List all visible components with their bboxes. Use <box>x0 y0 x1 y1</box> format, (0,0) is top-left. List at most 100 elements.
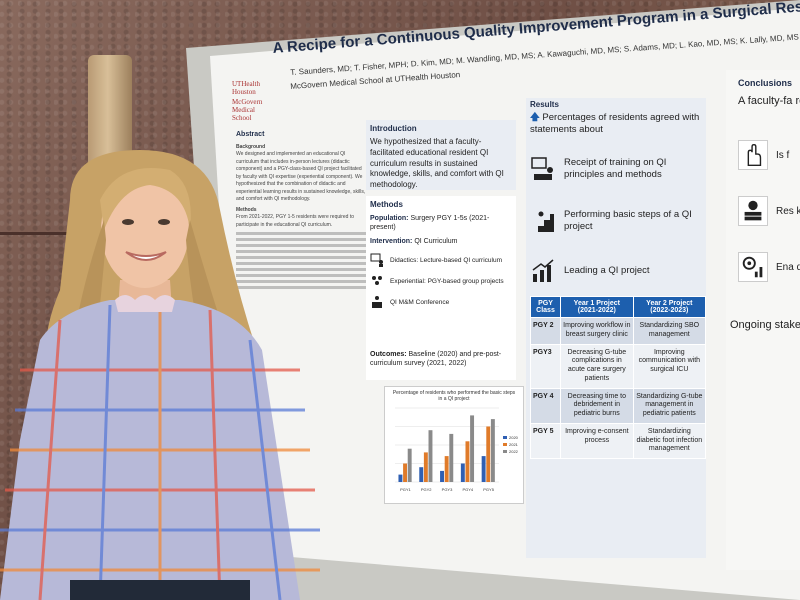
table-cell: Improving e-consent process <box>560 422 634 460</box>
text-line <box>236 262 368 265</box>
plaid-pattern <box>0 304 320 600</box>
chart-title: Percentage of residents who performed th… <box>392 390 516 402</box>
abstract-subheading: Background <box>236 143 266 150</box>
text-line <box>236 274 368 277</box>
x-tick-label: PGY3 <box>442 487 453 492</box>
legend-label: 2020 <box>509 435 519 440</box>
conclusion-item: Res kno <box>738 196 800 226</box>
text-line <box>236 268 368 271</box>
conference-icon <box>372 296 382 309</box>
population-value: Surgery PGY 1-5s (2021-present) <box>370 215 490 232</box>
table-cell: Standardizing G-tube management in pedia… <box>632 387 707 424</box>
methods-section: Methods Population: Surgery PGY 1-5s (20… <box>366 196 516 380</box>
eye <box>122 219 134 225</box>
bar <box>428 430 433 482</box>
pants <box>70 580 250 600</box>
table-row: PGY 2 Improving workflow in breast surge… <box>530 317 707 345</box>
legend-label: 2022 <box>509 449 519 454</box>
intervention-row: Intervention: QI Curriculum <box>370 237 512 246</box>
bar <box>440 470 444 482</box>
bar <box>398 474 403 482</box>
legend-label: 2021 <box>509 442 519 447</box>
abstract-column: Abstract Background We designed and impl… <box>236 130 368 470</box>
text-line <box>236 256 368 259</box>
table-cell: Improving workflow in breast surgery cli… <box>560 317 634 345</box>
conclusions-heading: Conclusions <box>738 78 793 88</box>
outcomes-row: Outcomes: Baseline (2020) and pre-post-c… <box>366 346 516 372</box>
stairs-icon <box>532 211 554 232</box>
abstract-heading: Abstract <box>236 131 265 138</box>
results-item: Receipt of training on QI principles and… <box>530 156 706 182</box>
abstract-text: From 2021-2022, PGY 1-5 residents were r… <box>236 214 355 228</box>
results-item: Leading a QI project <box>530 258 706 284</box>
logo-line: McGovern <box>232 98 263 107</box>
bar <box>423 452 428 482</box>
table-cell: PGY 5 <box>530 422 561 460</box>
text-line <box>236 244 368 247</box>
bar <box>470 415 475 482</box>
legend-swatch <box>503 436 507 439</box>
methods-item-label: QI M&M Conference <box>390 298 450 306</box>
lecture-icon <box>370 253 383 268</box>
methods-item: Experiential: PGY-based group projects <box>370 274 512 288</box>
table-cell: PGY 2 <box>530 317 561 345</box>
table-row: PGY 4 Decreasing time to debridement in … <box>530 387 707 424</box>
text-line <box>236 280 368 283</box>
results-item-label: Leading a QI project <box>564 265 650 277</box>
results-item-label: Receipt of training on QI principles and… <box>564 157 667 180</box>
text-line <box>236 232 368 235</box>
population-row: Population: Surgery PGY 1-5s (2021-prese… <box>370 214 512 232</box>
legend-swatch <box>503 450 507 453</box>
table-header: Year 2 Project (2022-2023) <box>632 296 707 318</box>
bar <box>465 441 470 482</box>
uthealth-logo: UTHealth Houston McGovern Medical School <box>232 80 274 122</box>
conclusion-item-label: Ena des <box>776 261 800 273</box>
bar <box>449 433 454 482</box>
up-arrow-icon: 🡅 <box>530 112 540 123</box>
table-cell: Standardizing SBO management <box>632 317 707 345</box>
table-header-row: PGY Class Year 1 Project (2021-2022) Yea… <box>530 296 707 318</box>
table-cell: PGY 4 <box>530 387 561 424</box>
hair-front <box>100 168 191 230</box>
bar <box>403 463 408 482</box>
methods-heading: Methods <box>370 200 403 209</box>
x-tick-label: PGY4 <box>462 487 473 492</box>
intervention-value: QI Curriculum <box>414 238 458 246</box>
bar <box>486 426 491 482</box>
training-icon <box>531 157 553 180</box>
table-cell: Improving communication with surgical IC… <box>632 343 707 389</box>
text-line <box>236 238 368 241</box>
legend-swatch <box>503 443 507 446</box>
group-icon <box>372 276 382 286</box>
bar <box>490 419 495 482</box>
table-cell: Decreasing G-tube complications in acute… <box>560 343 634 389</box>
bar <box>460 463 465 482</box>
x-tick-label: PGY5 <box>483 487 494 492</box>
bar <box>481 456 486 482</box>
bar <box>444 456 449 482</box>
smile <box>125 251 167 261</box>
text-line <box>236 286 368 289</box>
gear-chart-icon <box>738 252 768 282</box>
results-heading: Results <box>530 100 559 109</box>
bar-chart: Percentage of residents who performed th… <box>384 386 524 504</box>
face <box>101 172 189 288</box>
methods-item: Didactics: Lecture-based QI curriculum <box>370 253 512 268</box>
results-lead-text: Percentages of residents agreed with sta… <box>530 112 700 136</box>
methods-item-label: Didactics: Lecture-based QI curriculum <box>390 256 502 264</box>
abstract-subheading: Methods <box>236 206 257 213</box>
table-header: PGY Class <box>530 296 561 318</box>
population-label: Population: <box>370 215 409 222</box>
bar <box>419 467 424 482</box>
table-cell: Standardizing diabetic foot infection ma… <box>632 422 707 460</box>
logo-line: Medical School <box>232 106 255 123</box>
methods-item-label: Experiential: PGY-based group projects <box>390 277 504 285</box>
intervention-label: Intervention: <box>370 238 413 246</box>
conclusion-item-label: Is f <box>776 149 790 161</box>
results-lead: 🡅 Percentages of residents agreed with s… <box>530 112 702 137</box>
outcomes-label: Outcomes: <box>370 351 407 358</box>
logo-line: Houston <box>232 88 256 97</box>
table-header: Year 1 Project (2021-2022) <box>560 296 634 318</box>
abstract-text: We designed and implemented an education… <box>236 151 366 202</box>
table-row: PGY 5 Improving e-consent process Standa… <box>530 422 707 460</box>
